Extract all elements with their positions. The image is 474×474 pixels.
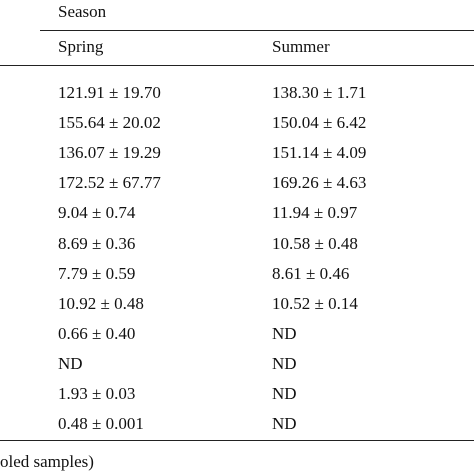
rule xyxy=(0,65,474,67)
table-cell: 10.58 ± 0.48 xyxy=(272,233,358,253)
table-cell: ND xyxy=(58,353,83,373)
table-cell: ND xyxy=(272,323,297,343)
table-cell: 138.30 ± 1.71 xyxy=(272,83,367,102)
table-cell: 7.79 ± 0.59 xyxy=(58,263,136,283)
table-cell: 136.07 ± 19.29 xyxy=(58,143,161,163)
table-cell: 151.14 ± 4.09 xyxy=(272,143,367,163)
table-cell: 11.94 ± 0.97 xyxy=(272,203,358,223)
table-cell: 8.69 ± 0.36 xyxy=(58,233,136,253)
table-cell: 1.93 ± 0.03 xyxy=(58,384,136,403)
table-cell: 0.66 ± 0.40 xyxy=(58,323,136,343)
table-cell: 155.64 ± 20.02 xyxy=(58,113,161,133)
column-header: Summer xyxy=(272,37,330,56)
table-cell: 9.04 ± 0.74 xyxy=(58,203,136,223)
table-cell: 0.48 ± 0.001 xyxy=(58,414,144,434)
footnote: oled samples) xyxy=(0,452,94,471)
column-header: Spring xyxy=(58,37,104,56)
table-cell: 10.92 ± 0.48 xyxy=(58,293,144,313)
table-cell: 150.04 ± 6.42 xyxy=(272,113,367,133)
table-cell: 169.26 ± 4.63 xyxy=(272,173,367,193)
table-cell: ND xyxy=(272,414,297,434)
table-cell: 10.52 ± 0.14 xyxy=(272,293,358,313)
table-cell: 121.91 ± 19.70 xyxy=(58,83,161,102)
rule xyxy=(40,30,474,32)
group-header: Season xyxy=(58,2,107,21)
table-cell: ND xyxy=(272,353,297,373)
rule xyxy=(0,440,474,442)
table-cell: ND xyxy=(272,384,297,403)
table-cell: 8.61 ± 0.46 xyxy=(272,263,350,283)
table-cell: 172.52 ± 67.77 xyxy=(58,173,161,193)
